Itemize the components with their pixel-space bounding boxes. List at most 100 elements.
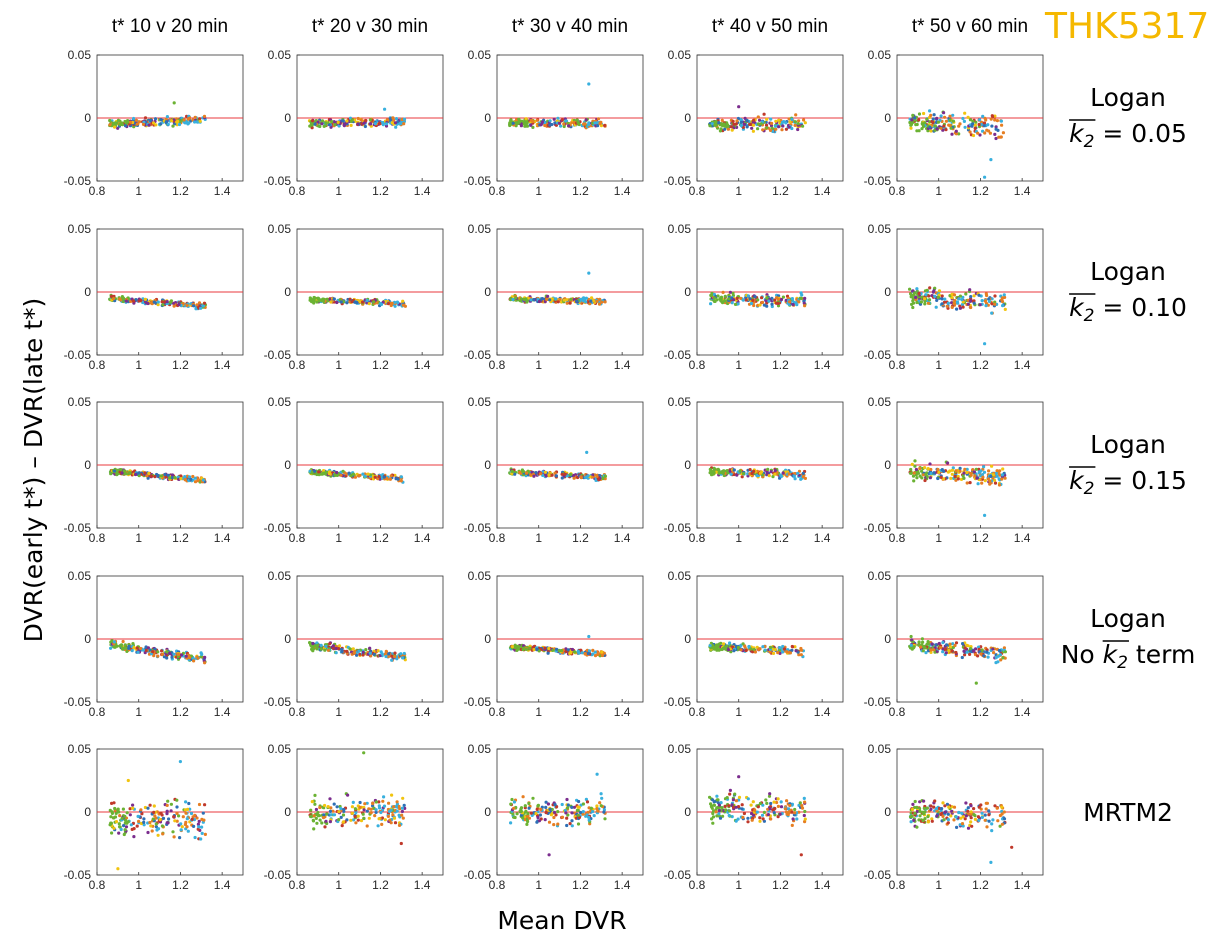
data-point bbox=[737, 795, 742, 800]
data-point bbox=[555, 647, 559, 651]
data-point bbox=[993, 300, 997, 304]
data-point bbox=[560, 815, 565, 819]
data-point bbox=[509, 118, 513, 122]
data-point bbox=[600, 300, 604, 304]
data-point bbox=[121, 297, 126, 301]
data-point bbox=[318, 124, 322, 129]
data-point bbox=[974, 681, 978, 685]
data-point bbox=[984, 304, 988, 308]
data-point bbox=[595, 772, 599, 776]
data-point bbox=[719, 122, 723, 126]
data-point bbox=[728, 788, 733, 793]
data-point bbox=[981, 475, 985, 479]
data-point bbox=[584, 118, 588, 122]
data-point bbox=[989, 117, 993, 121]
data-point bbox=[340, 650, 344, 654]
data-point bbox=[742, 122, 747, 126]
data-point bbox=[733, 792, 737, 796]
data-point bbox=[123, 643, 127, 647]
data-point bbox=[915, 476, 919, 480]
y-tick-label: -0.05 bbox=[464, 174, 492, 188]
data-point bbox=[562, 124, 566, 129]
data-point bbox=[585, 450, 589, 454]
data-point bbox=[717, 648, 721, 652]
data-point bbox=[768, 650, 772, 654]
data-point bbox=[401, 796, 405, 800]
data-point bbox=[603, 477, 607, 481]
data-point bbox=[1001, 304, 1005, 308]
data-point bbox=[118, 297, 122, 301]
data-point bbox=[954, 641, 959, 645]
y-tick-label: 0 bbox=[684, 458, 691, 472]
data-point bbox=[365, 824, 369, 828]
data-point bbox=[144, 648, 148, 653]
data-point bbox=[927, 294, 931, 298]
data-point bbox=[969, 305, 973, 310]
data-point bbox=[973, 123, 978, 127]
data-point bbox=[387, 652, 391, 656]
data-point bbox=[745, 125, 749, 129]
data-point bbox=[570, 647, 575, 652]
y-tick-label: 0.05 bbox=[68, 395, 92, 409]
data-point bbox=[584, 475, 588, 480]
data-point bbox=[509, 298, 513, 302]
data-point bbox=[161, 832, 165, 836]
x-tick-label: 0.8 bbox=[489, 184, 506, 198]
data-point bbox=[732, 649, 736, 653]
data-point bbox=[784, 127, 789, 131]
data-point bbox=[578, 810, 583, 815]
data-point bbox=[193, 813, 197, 818]
data-point bbox=[529, 123, 533, 127]
data-point bbox=[960, 298, 964, 302]
data-point bbox=[138, 299, 142, 303]
data-point bbox=[980, 481, 984, 485]
data-point bbox=[950, 292, 954, 296]
data-point bbox=[195, 303, 199, 307]
data-point bbox=[756, 115, 760, 119]
data-point bbox=[534, 811, 538, 816]
data-point bbox=[328, 809, 332, 814]
data-point bbox=[169, 299, 173, 303]
data-point bbox=[953, 643, 957, 648]
data-point bbox=[181, 815, 185, 819]
data-point bbox=[981, 129, 985, 133]
data-point bbox=[518, 470, 522, 474]
data-point bbox=[203, 655, 207, 660]
data-point bbox=[544, 805, 548, 810]
data-point bbox=[770, 121, 774, 125]
data-point bbox=[364, 118, 368, 123]
data-point bbox=[393, 473, 397, 477]
data-point bbox=[766, 467, 770, 471]
data-point bbox=[109, 815, 113, 819]
data-point bbox=[1001, 296, 1005, 300]
data-point bbox=[909, 295, 913, 299]
data-point bbox=[956, 477, 960, 481]
data-point bbox=[991, 115, 995, 119]
data-point bbox=[350, 811, 354, 815]
data-point bbox=[142, 817, 146, 821]
data-point bbox=[557, 649, 562, 653]
data-point bbox=[148, 820, 152, 825]
data-point bbox=[510, 645, 515, 649]
data-point bbox=[517, 120, 522, 124]
data-point bbox=[349, 474, 353, 478]
x-tick-label: 1 bbox=[135, 184, 142, 198]
data-point bbox=[324, 121, 328, 125]
data-point bbox=[156, 833, 160, 837]
data-point bbox=[587, 818, 591, 822]
data-point bbox=[569, 651, 573, 655]
data-point bbox=[776, 804, 781, 809]
y-tick-label: -0.05 bbox=[664, 521, 692, 535]
y-tick-label: -0.05 bbox=[664, 695, 692, 709]
scatter-points bbox=[708, 105, 807, 134]
data-point bbox=[395, 809, 399, 813]
data-point bbox=[587, 271, 591, 275]
data-point bbox=[172, 652, 176, 656]
data-point bbox=[785, 799, 789, 803]
data-point bbox=[591, 648, 595, 653]
data-point bbox=[310, 800, 314, 804]
data-point bbox=[940, 468, 944, 472]
data-point bbox=[957, 297, 961, 301]
data-point bbox=[969, 471, 973, 475]
data-point bbox=[400, 813, 404, 817]
